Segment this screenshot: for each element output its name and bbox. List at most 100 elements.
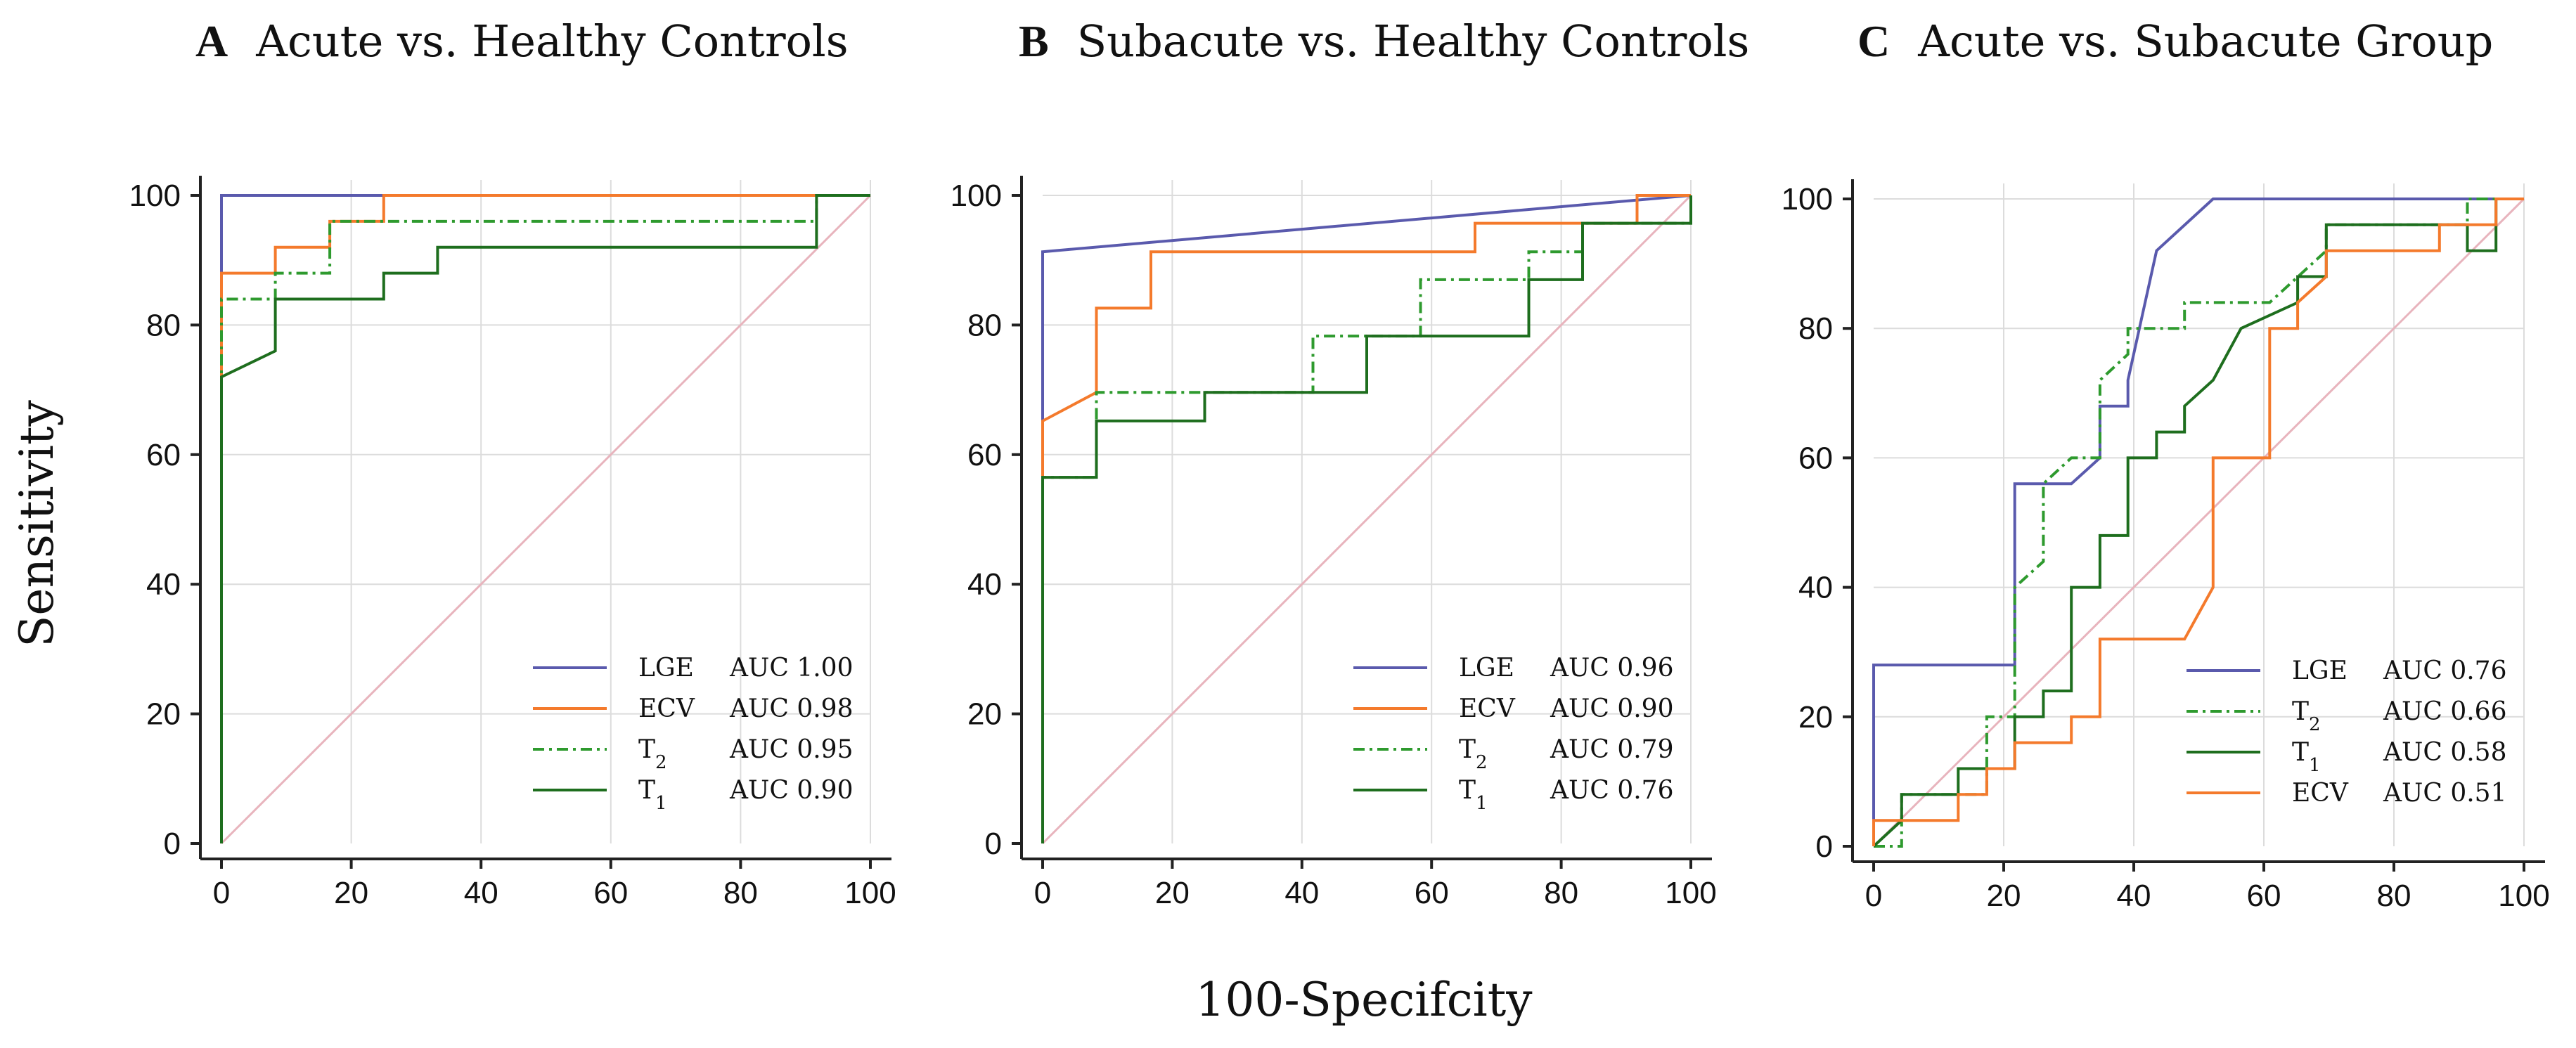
y-axis-label: Sensitivity: [10, 399, 64, 647]
legend-auc: AUC 0.90: [1550, 694, 1673, 723]
y-tick-label: 0: [1816, 829, 1833, 864]
x-tick-label: 20: [1987, 879, 2021, 913]
legend-auc: AUC 0.51: [2383, 779, 2506, 808]
x-tick-label: 0: [1865, 879, 1882, 913]
reference-diagonal: [1041, 194, 1692, 845]
series-line-lge: [1872, 198, 2524, 846]
y-tick-label: 40: [967, 567, 1002, 602]
reference-diagonal: [220, 194, 872, 845]
legend-label: LGE: [638, 654, 694, 683]
panel-title: B Subacute vs. Healthy Controls: [1019, 15, 1749, 67]
legend-auc: AUC 1.00: [729, 654, 853, 683]
x-tick-label: 80: [2377, 879, 2411, 913]
series-line-ecv: [1872, 198, 2524, 846]
legend-auc: AUC 0.76: [1550, 776, 1673, 805]
legend-label-subscript: 2: [2309, 714, 2321, 735]
x-tick-label: 100: [1665, 876, 1716, 910]
x-tick-label: 60: [1415, 876, 1449, 910]
x-tick-label: 40: [2117, 879, 2151, 913]
panel-title-text: Acute vs. Subacute Group: [1917, 15, 2493, 67]
x-tick-label: 80: [1544, 876, 1578, 910]
y-tick-label: 0: [164, 827, 181, 861]
panel-title-text: Acute vs. Healthy Controls: [255, 15, 848, 67]
y-tick-label: 100: [1782, 182, 1833, 216]
legend-label-name: LGE: [2292, 656, 2348, 685]
x-tick-label: 0: [1034, 876, 1051, 910]
legend-auc: AUC 0.58: [2383, 738, 2506, 767]
series-line-ecv: [1041, 194, 1691, 843]
y-tick-label: 40: [146, 567, 181, 602]
legend-auc: AUC 0.98: [729, 694, 853, 723]
x-tick-label: 80: [723, 876, 758, 910]
panel-title: C Acute vs. Subacute Group: [1857, 15, 2493, 67]
legend-auc: AUC 0.79: [1550, 735, 1673, 764]
chart-panel-a: A Acute vs. Healthy Controls 00 20 20 40 40 60 6…: [129, 15, 896, 910]
legend-label-name: T: [2292, 738, 2309, 767]
y-tick-label: 80: [967, 308, 1002, 342]
y-tick-label: 20: [146, 697, 181, 732]
y-tick-label: 20: [1798, 700, 1833, 735]
legend-label-name: T: [2292, 697, 2309, 726]
series-line-t1: [1041, 195, 1692, 843]
legend-label-name: T: [638, 735, 655, 764]
legend-label-name: T: [638, 776, 655, 805]
y-tick-label: 60: [1798, 441, 1833, 475]
legend-auc: AUC 0.90: [729, 776, 853, 805]
y-tick-label: 100: [951, 179, 1002, 213]
y-tick-label: 80: [146, 308, 181, 342]
series-line-t2: [220, 194, 870, 843]
legend-label-subscript: 2: [1476, 752, 1488, 773]
x-tick-label: 100: [844, 876, 896, 910]
legend-label-name: LGE: [638, 654, 694, 683]
legend-label: ECV: [2292, 779, 2349, 808]
chart-panel-c: C Acute vs. Subacute Group 00 20 20 40 40 60 60 8…: [1782, 15, 2550, 913]
x-tick-label: 0: [213, 876, 230, 910]
x-axis-label: 100-Specifcity: [1195, 973, 1533, 1027]
legend-label: T2: [1459, 735, 1488, 773]
series-line-t1: [220, 194, 870, 843]
x-tick-label: 20: [334, 876, 368, 910]
legend-label: T1: [638, 776, 667, 814]
legend-label: T2: [2292, 697, 2321, 735]
x-tick-label: 100: [2498, 879, 2549, 913]
reference-diagonal: [1872, 198, 2525, 848]
legend-label-name: ECV: [638, 694, 695, 723]
legend-label: T2: [638, 735, 667, 773]
x-tick-label: 60: [593, 876, 628, 910]
x-tick-label: 40: [464, 876, 498, 910]
y-tick-label: 20: [967, 697, 1002, 732]
legend-auc: AUC 0.95: [729, 735, 853, 764]
legend-label-name: ECV: [2292, 779, 2349, 808]
x-tick-label: 40: [1284, 876, 1319, 910]
panel-title: A Acute vs. Healthy Controls: [195, 15, 849, 67]
legend-label-name: T: [1459, 735, 1476, 764]
y-tick-label: 60: [146, 438, 181, 472]
legend-label-subscript: 1: [655, 793, 667, 814]
chart-panels: A Acute vs. Healthy Controls0020204040606…: [129, 15, 2550, 913]
legend-auc: AUC 0.96: [1550, 654, 1673, 683]
legend-label-subscript: 2: [655, 752, 667, 773]
y-tick-label: 80: [1798, 311, 1833, 346]
legend-label: ECV: [638, 694, 695, 723]
x-tick-label: 20: [1155, 876, 1190, 910]
legend-label-subscript: 1: [1476, 793, 1488, 814]
legend-label-name: LGE: [1459, 654, 1514, 683]
x-tick-label: 60: [2247, 879, 2281, 913]
panel-title-text: Subacute vs. Healthy Controls: [1077, 15, 1750, 67]
legend-auc: AUC 0.76: [2383, 656, 2506, 685]
legend-label: T1: [2292, 738, 2321, 776]
legend-label-name: T: [1459, 776, 1476, 805]
panel-letter: B: [1019, 16, 1049, 66]
y-tick-label: 40: [1798, 571, 1833, 605]
panel-letter: C: [1857, 16, 1890, 66]
y-tick-label: 0: [985, 827, 1002, 861]
series-line-ecv: [220, 194, 870, 843]
legend-auc: AUC 0.66: [2383, 697, 2506, 726]
panel-letter: A: [195, 16, 228, 66]
legend-label-subscript: 1: [2309, 755, 2321, 776]
legend-label: ECV: [1459, 694, 1516, 723]
